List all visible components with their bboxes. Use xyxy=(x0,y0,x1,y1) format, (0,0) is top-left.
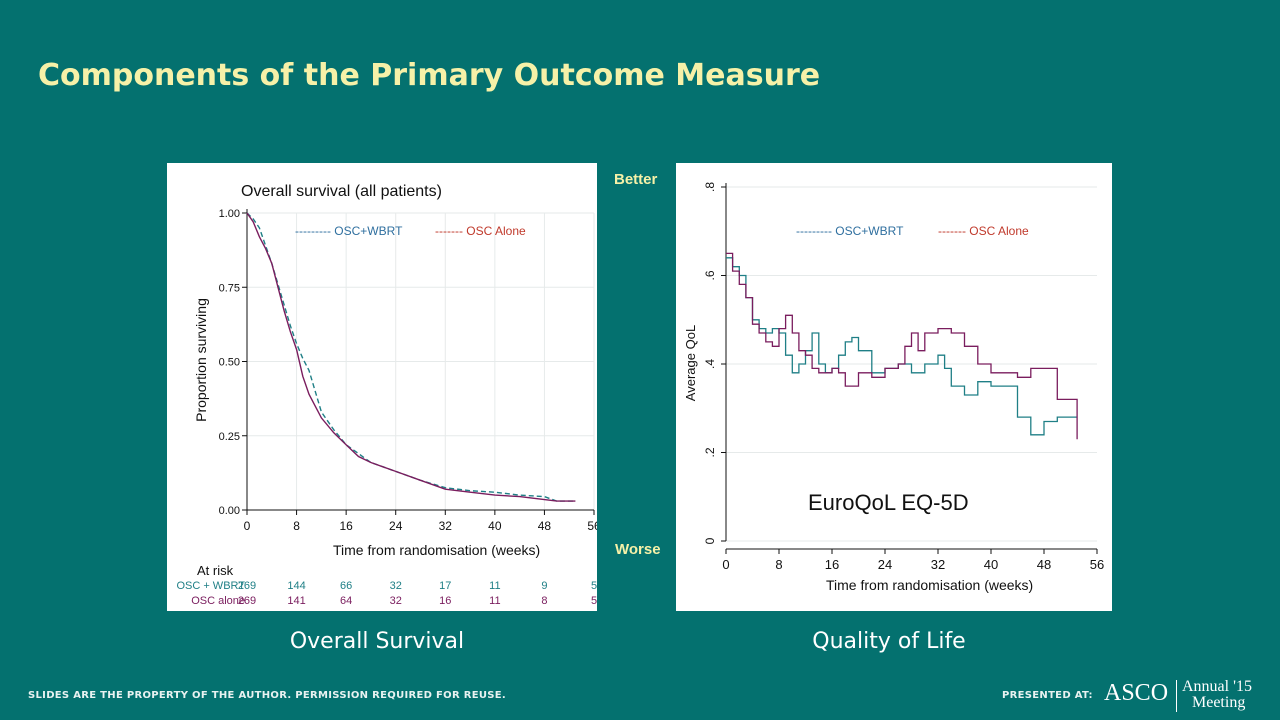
at-risk-count: 11 xyxy=(489,595,500,607)
better-label: Better xyxy=(614,171,658,188)
logo-divider xyxy=(1176,680,1177,712)
qol-x-tick-label: 24 xyxy=(878,557,892,572)
qol-series-osc-alone xyxy=(726,252,1078,440)
overall-survival-chart: 0 8 16 24 32 40 48 56 0.00 0.25 0.50 0.75 1.00 Overa… xyxy=(176,183,601,607)
km-x-tick-label: 8 xyxy=(293,519,300,533)
km-x-tick-label: 0 xyxy=(244,519,251,533)
qol-x-tick-label: 32 xyxy=(931,557,945,572)
km-y-tick-label: 0.50 xyxy=(219,357,240,369)
km-series-osc-alone xyxy=(246,212,576,502)
at-risk-count: 66 xyxy=(340,580,352,592)
km-y-tick-label: 0.25 xyxy=(219,431,240,443)
km-x-tick-label: 16 xyxy=(339,519,353,533)
at-risk-label: At risk xyxy=(197,563,234,578)
slide-title: Components of the Primary Outcome Measur… xyxy=(38,58,821,93)
km-y-tick-label: 0.75 xyxy=(219,282,240,294)
km-y-tick-label: 1.00 xyxy=(219,208,240,220)
qol-y-tick-label: .8 xyxy=(703,182,717,192)
at-risk-count: 9 xyxy=(541,580,547,592)
at-risk-count: 5 xyxy=(591,580,597,592)
worse-label: Worse xyxy=(615,541,661,558)
qol-y-axis-label: Average QoL xyxy=(683,325,698,401)
at-risk-count: 17 xyxy=(439,580,451,592)
qol-x-tick-label: 0 xyxy=(722,557,729,572)
km-x-tick-label: 48 xyxy=(538,519,552,533)
annual-line1: Annual '15 xyxy=(1182,678,1252,695)
km-x-axis-label: Time from randomisation (weeks) xyxy=(333,542,540,558)
km-legend-osc-wbrt: --------- OSC+WBRT xyxy=(295,224,403,238)
km-x-tick-label: 56 xyxy=(587,519,597,533)
quality-of-life-chart-panel: 0 .2 .4 .6 .8 0 8 16 24 32 40 48 56 --------- OSC+WB… xyxy=(676,163,1112,611)
km-x-tick-label: 40 xyxy=(488,519,502,533)
at-risk-count: 16 xyxy=(439,595,451,607)
at-risk-count: 32 xyxy=(390,580,402,592)
at-risk-count: 144 xyxy=(287,580,305,592)
at-risk-count: 8 xyxy=(541,595,547,607)
at-risk-group-label: OSC alone xyxy=(191,595,245,607)
qol-x-tick-label: 16 xyxy=(825,557,839,572)
qol-x-axis-label: Time from randomisation (weeks) xyxy=(826,577,1033,593)
qol-y-tick-label: 0 xyxy=(703,537,717,544)
at-risk-group-label: OSC + WBRT xyxy=(176,580,245,592)
qol-y-tick-label: .4 xyxy=(703,359,717,369)
at-risk-count: 5 xyxy=(591,595,597,607)
qol-legend-osc-alone: ------- OSC Alone xyxy=(938,224,1029,238)
at-risk-count: 11 xyxy=(489,580,500,592)
km-legend-osc-alone: ------- OSC Alone xyxy=(435,224,526,238)
km-chart-title: Overall survival (all patients) xyxy=(241,183,442,200)
annual-line2: Meeting xyxy=(1192,694,1246,711)
qol-x-tick-label: 48 xyxy=(1037,557,1051,572)
km-x-tick-label: 24 xyxy=(389,519,403,533)
qol-legend-osc-wbrt: --------- OSC+WBRT xyxy=(796,224,904,238)
km-x-tick-label: 32 xyxy=(439,519,453,533)
at-risk-count: 269 xyxy=(238,580,256,592)
footer-presented-at: PRESENTED AT: xyxy=(1002,690,1093,701)
km-y-axis-label: Proportion surviving xyxy=(193,298,209,422)
at-risk-count: 141 xyxy=(287,595,305,607)
qol-x-tick-label: 56 xyxy=(1090,557,1104,572)
caption-overall-survival: Overall Survival xyxy=(289,629,465,654)
overall-survival-chart-panel: 0 8 16 24 32 40 48 56 0.00 0.25 0.50 0.75 1.00 Overa… xyxy=(167,163,601,611)
qol-x-tick-label: 8 xyxy=(775,557,782,572)
quality-of-life-chart: 0 .2 .4 .6 .8 0 8 16 24 32 40 48 56 --------- OSC+WB… xyxy=(683,182,1104,593)
qol-y-tick-label: .2 xyxy=(703,447,717,457)
qol-annotation: EuroQoL EQ-5D xyxy=(808,490,969,515)
at-risk-count: 64 xyxy=(340,595,352,607)
annual-meeting-logo: Annual '15 Meeting xyxy=(1182,679,1252,711)
caption-quality-of-life: Quality of Life xyxy=(812,629,966,654)
qol-x-tick-label: 40 xyxy=(984,557,998,572)
asco-logo: ASCO xyxy=(1104,680,1169,706)
footer-disclaimer: SLIDES ARE THE PROPERTY OF THE AUTHOR. P… xyxy=(28,690,507,701)
at-risk-count: 269 xyxy=(238,595,256,607)
qol-y-tick-label: .6 xyxy=(703,270,717,280)
at-risk-count: 32 xyxy=(390,595,402,607)
km-y-tick-label: 0.00 xyxy=(219,505,240,517)
